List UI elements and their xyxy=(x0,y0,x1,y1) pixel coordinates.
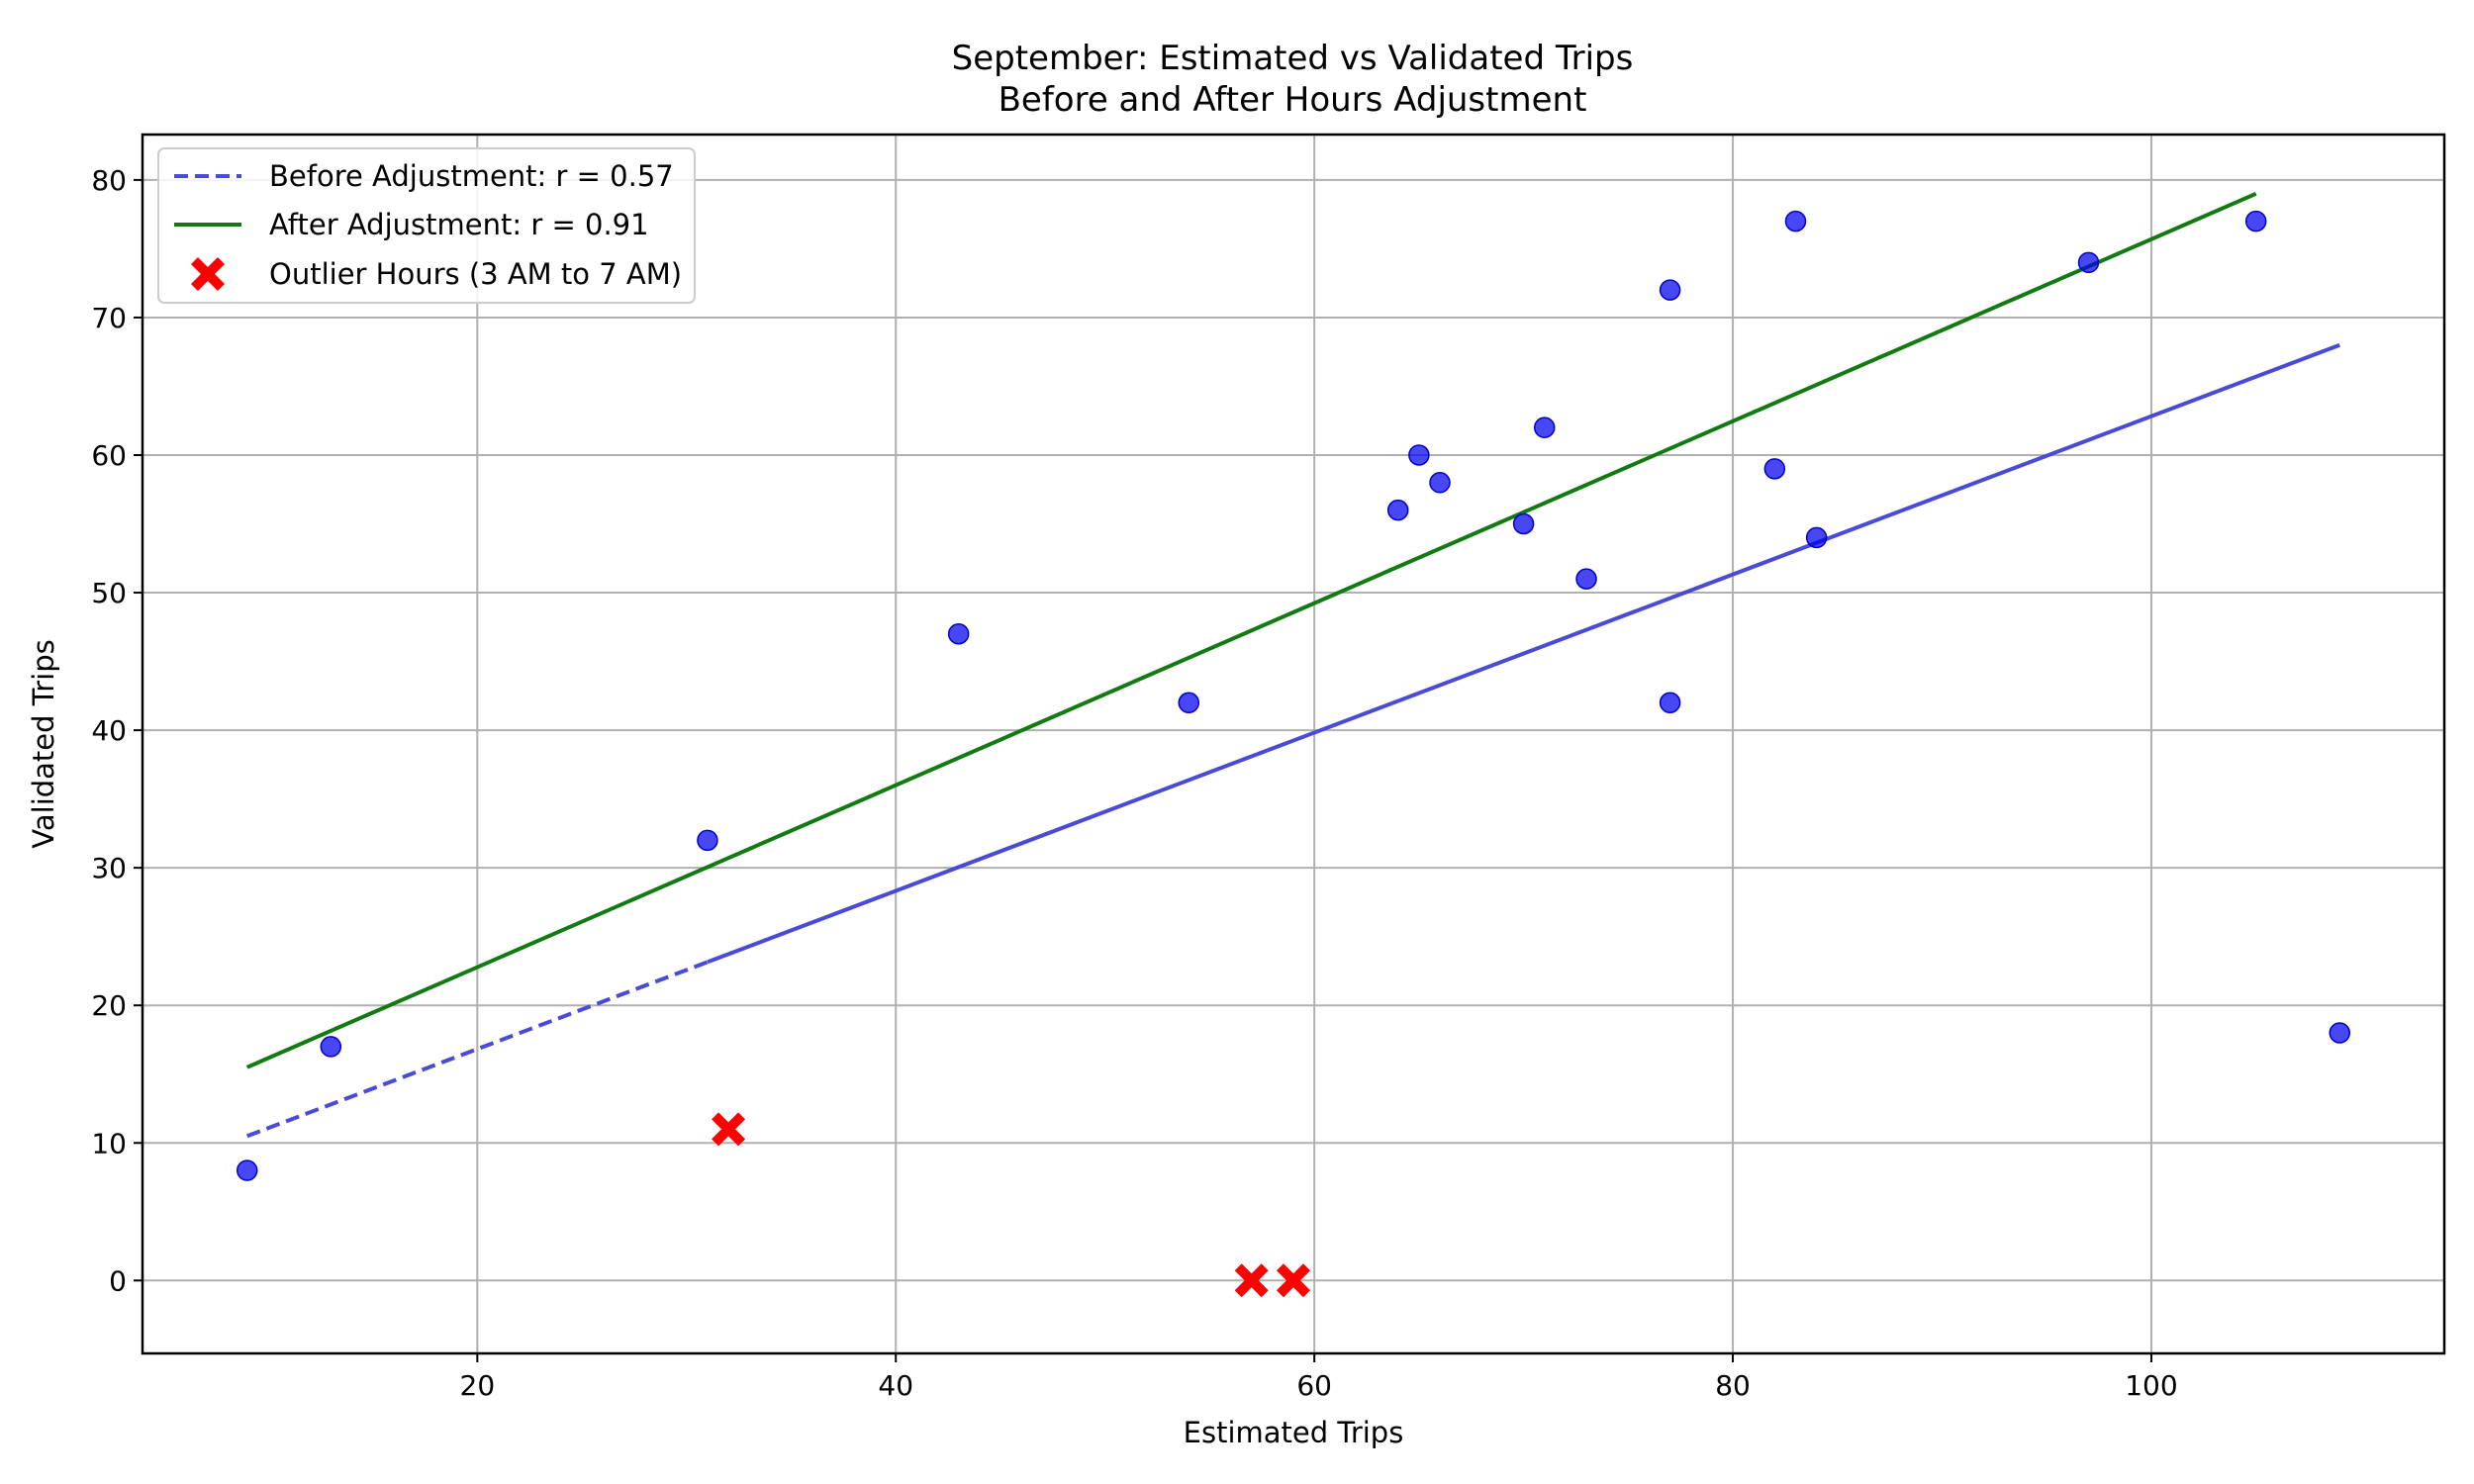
x-axis-label: Estimated Trips xyxy=(1184,1416,1404,1449)
data-point xyxy=(947,623,970,645)
data-point xyxy=(1575,568,1597,590)
y-tick-label: 80 xyxy=(91,164,127,197)
outlier-x-icon xyxy=(712,1112,746,1147)
data-point xyxy=(1386,499,1409,521)
data-point xyxy=(1408,444,1430,466)
data-point xyxy=(1429,472,1451,494)
legend-outlier-x-icon xyxy=(191,257,225,291)
data-point xyxy=(2244,210,2267,232)
before-adjustment-line xyxy=(707,342,2340,965)
x-tick-label: 40 xyxy=(878,1369,913,1402)
plot-area-frame xyxy=(141,133,2446,1355)
y-tick-label: 60 xyxy=(91,439,127,472)
data-point xyxy=(1533,417,1556,438)
x-tick-label: 20 xyxy=(460,1369,496,1402)
data-point xyxy=(1659,279,1681,301)
data-point xyxy=(236,1159,258,1181)
legend-label-after: After Adjustment: r = 0.91 xyxy=(269,208,649,241)
x-tick-label: 100 xyxy=(2125,1369,2177,1402)
chart-subtitle: Before and After Hours Adjustment xyxy=(999,80,1587,120)
x-tick-label: 80 xyxy=(1715,1369,1751,1402)
y-tick-label: 0 xyxy=(109,1264,127,1297)
data-point xyxy=(2329,1022,2351,1044)
chart-title: September: Estimated vs Validated Trips xyxy=(952,39,1634,78)
outlier-point xyxy=(712,1112,746,1147)
outlier-point xyxy=(1234,1263,1269,1298)
y-tick-label: 40 xyxy=(91,714,127,747)
y-axis-label: Validated Trips xyxy=(27,639,60,848)
data-point xyxy=(697,829,718,852)
legend-label-outliers: Outlier Hours (3 AM to 7 AM) xyxy=(269,257,682,291)
y-tick-label: 70 xyxy=(91,302,127,334)
data-point xyxy=(320,1036,342,1058)
x-tick-label: 60 xyxy=(1296,1369,1332,1402)
data-point xyxy=(1763,458,1786,480)
y-tick-label: 20 xyxy=(91,989,127,1022)
y-tick-label: 10 xyxy=(91,1127,127,1159)
after-adjustment-line xyxy=(245,191,2257,1069)
data-point xyxy=(1805,526,1828,549)
legend: Before Adjustment: r = 0.57 After Adjust… xyxy=(157,147,696,304)
data-point xyxy=(1659,692,1681,714)
data-point xyxy=(1512,512,1535,535)
legend-label-before: Before Adjustment: r = 0.57 xyxy=(269,159,674,193)
y-tick-label: 50 xyxy=(91,577,127,609)
outlier-point xyxy=(1277,1263,1310,1298)
outlier-x-icon xyxy=(1277,1263,1310,1298)
legend-box xyxy=(157,147,696,304)
axis-ticks: 20 40 60 80 100 0 10 20 30 40 50 60 70 80 xyxy=(91,164,2177,1402)
data-point xyxy=(1178,692,1200,714)
data-point xyxy=(1784,210,1807,232)
data-point xyxy=(2077,251,2100,274)
outlier-x-icon xyxy=(1234,1263,1269,1298)
y-tick-label: 30 xyxy=(91,852,127,884)
grid-lines xyxy=(143,135,2444,1353)
plot-series xyxy=(236,191,2351,1298)
